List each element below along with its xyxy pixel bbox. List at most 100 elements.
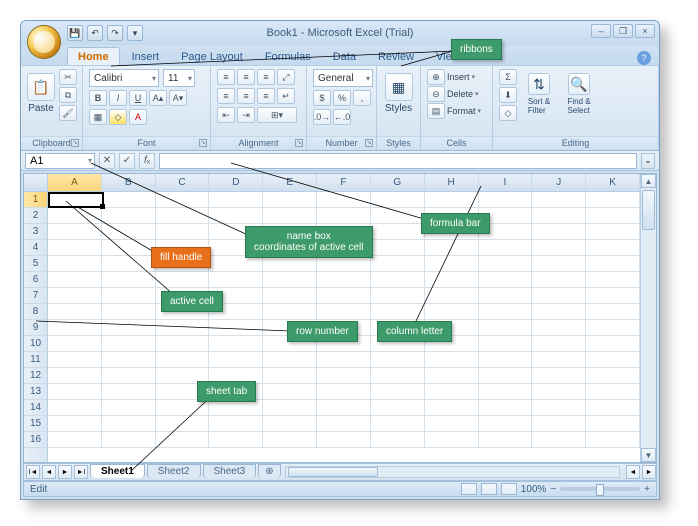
row-header[interactable]: 16 [24,432,47,448]
scroll-up-button[interactable]: ▲ [641,174,656,188]
select-all-corner[interactable] [24,174,47,192]
row-header[interactable]: 11 [24,352,47,368]
align-middle-button[interactable]: ≡ [237,69,255,85]
column-header[interactable]: D [209,174,263,191]
styles-button[interactable]: ▦ Styles [383,69,414,114]
column-header[interactable]: J [532,174,586,191]
row-header[interactable]: 14 [24,400,47,416]
normal-view-button[interactable] [461,483,477,495]
first-sheet-button[interactable]: I◄ [26,465,40,479]
autosum-button[interactable]: Σ [499,69,517,85]
fx-button[interactable]: fₓ [139,153,155,169]
help-icon[interactable]: ? [637,51,651,65]
enter-formula-button[interactable]: ✓ [119,153,135,169]
qat-save-button[interactable]: 💾 [67,25,83,41]
column-header[interactable]: A [48,174,102,191]
column-header[interactable]: K [586,174,640,191]
restore-button[interactable]: ❐ [613,24,633,38]
formula-input[interactable] [159,153,637,169]
font-launcher[interactable]: ↘ [199,139,207,147]
row-header[interactable]: 10 [24,336,47,352]
format-painter-button[interactable]: 🖌 [59,105,77,121]
font-size-combo[interactable]: 11 [163,69,195,87]
active-cell[interactable] [48,192,104,208]
zoom-slider[interactable] [560,487,640,491]
format-cells-button[interactable]: ▤ [427,103,445,119]
scroll-down-button[interactable]: ▼ [641,448,656,462]
scroll-left-button[interactable]: ◄ [626,465,640,479]
insert-cells-button[interactable]: ⊕ [427,69,445,85]
orientation-button[interactable]: ⤢ [277,69,295,85]
sort-filter-button[interactable]: ⇅ Sort & Filter [521,69,557,115]
next-sheet-button[interactable]: ► [58,465,72,479]
align-center-button[interactable]: ≡ [237,88,255,104]
align-top-button[interactable]: ≡ [217,69,235,85]
decrease-decimal-button[interactable]: ←.0 [333,109,351,125]
row-header[interactable]: 13 [24,384,47,400]
column-header[interactable]: B [102,174,156,191]
align-right-button[interactable]: ≡ [257,88,275,104]
increase-decimal-button[interactable]: .0→ [313,109,331,125]
v-scroll-thumb[interactable] [642,190,655,230]
row-header[interactable]: 7 [24,288,47,304]
tab-data[interactable]: Data [323,48,366,65]
font-color-button[interactable]: A [129,109,147,125]
row-header[interactable]: 9 [24,320,47,336]
tab-insert[interactable]: Insert [122,48,170,65]
row-header[interactable]: 3 [24,224,47,240]
sheet-tab-3[interactable]: Sheet3 [203,464,257,478]
clipboard-launcher[interactable]: ↘ [71,139,79,147]
currency-button[interactable]: $ [313,90,331,106]
wrap-text-button[interactable]: ↵ [277,88,295,104]
close-button[interactable]: × [635,24,655,38]
vertical-scrollbar[interactable]: ▲ ▼ [640,174,656,462]
italic-button[interactable]: I [109,90,127,106]
tab-formulas[interactable]: Formulas [255,48,321,65]
row-header[interactable]: 8 [24,304,47,320]
row-header[interactable]: 15 [24,416,47,432]
align-left-button[interactable]: ≡ [217,88,235,104]
fill-color-button[interactable]: ◇ [109,109,127,125]
prev-sheet-button[interactable]: ◄ [42,465,56,479]
fill-button[interactable]: ⬇ [499,87,517,103]
column-header[interactable]: F [317,174,371,191]
find-select-button[interactable]: 🔍 Find & Select [561,69,597,115]
scroll-right-button[interactable]: ► [642,465,656,479]
bold-button[interactable]: B [89,90,107,106]
comma-button[interactable]: , [353,90,371,106]
new-sheet-button[interactable]: ⊕ [258,464,280,478]
last-sheet-button[interactable]: ►I [74,465,88,479]
row-header[interactable]: 12 [24,368,47,384]
underline-button[interactable]: U [129,90,147,106]
sheet-tab-1[interactable]: Sheet1 [90,464,145,478]
qat-undo-button[interactable]: ↶ [87,25,103,41]
align-bottom-button[interactable]: ≡ [257,69,275,85]
expand-formula-bar-button[interactable]: ⌄ [641,153,655,169]
column-header[interactable]: E [263,174,317,191]
increase-indent-button[interactable]: ⇥ [237,107,255,123]
page-break-view-button[interactable] [501,483,517,495]
grow-font-button[interactable]: A▴ [149,90,167,106]
number-format-combo[interactable]: General [313,69,373,87]
name-box[interactable]: A1 [25,153,95,169]
paste-button[interactable]: 📋 Paste [27,69,55,114]
minimize-button[interactable]: – [591,24,611,38]
font-name-combo[interactable]: Calibri [89,69,159,87]
row-header[interactable]: 4 [24,240,47,256]
page-layout-view-button[interactable] [481,483,497,495]
column-header[interactable]: G [371,174,425,191]
shrink-font-button[interactable]: A▾ [169,90,187,106]
tab-review[interactable]: Review [368,48,424,65]
h-scroll-thumb[interactable] [288,467,378,477]
row-header[interactable]: 2 [24,208,47,224]
column-header[interactable]: I [479,174,533,191]
border-button[interactable]: ▦ [89,109,107,125]
cancel-formula-button[interactable]: ✕ [99,153,115,169]
clear-button[interactable]: ◇ [499,105,517,121]
column-header[interactable]: H [425,174,479,191]
percent-button[interactable]: % [333,90,351,106]
tab-home[interactable]: Home [67,47,120,65]
office-button[interactable] [27,25,61,59]
tab-page-layout[interactable]: Page Layout [171,48,253,65]
merge-button[interactable]: ⊞▾ [257,107,297,123]
